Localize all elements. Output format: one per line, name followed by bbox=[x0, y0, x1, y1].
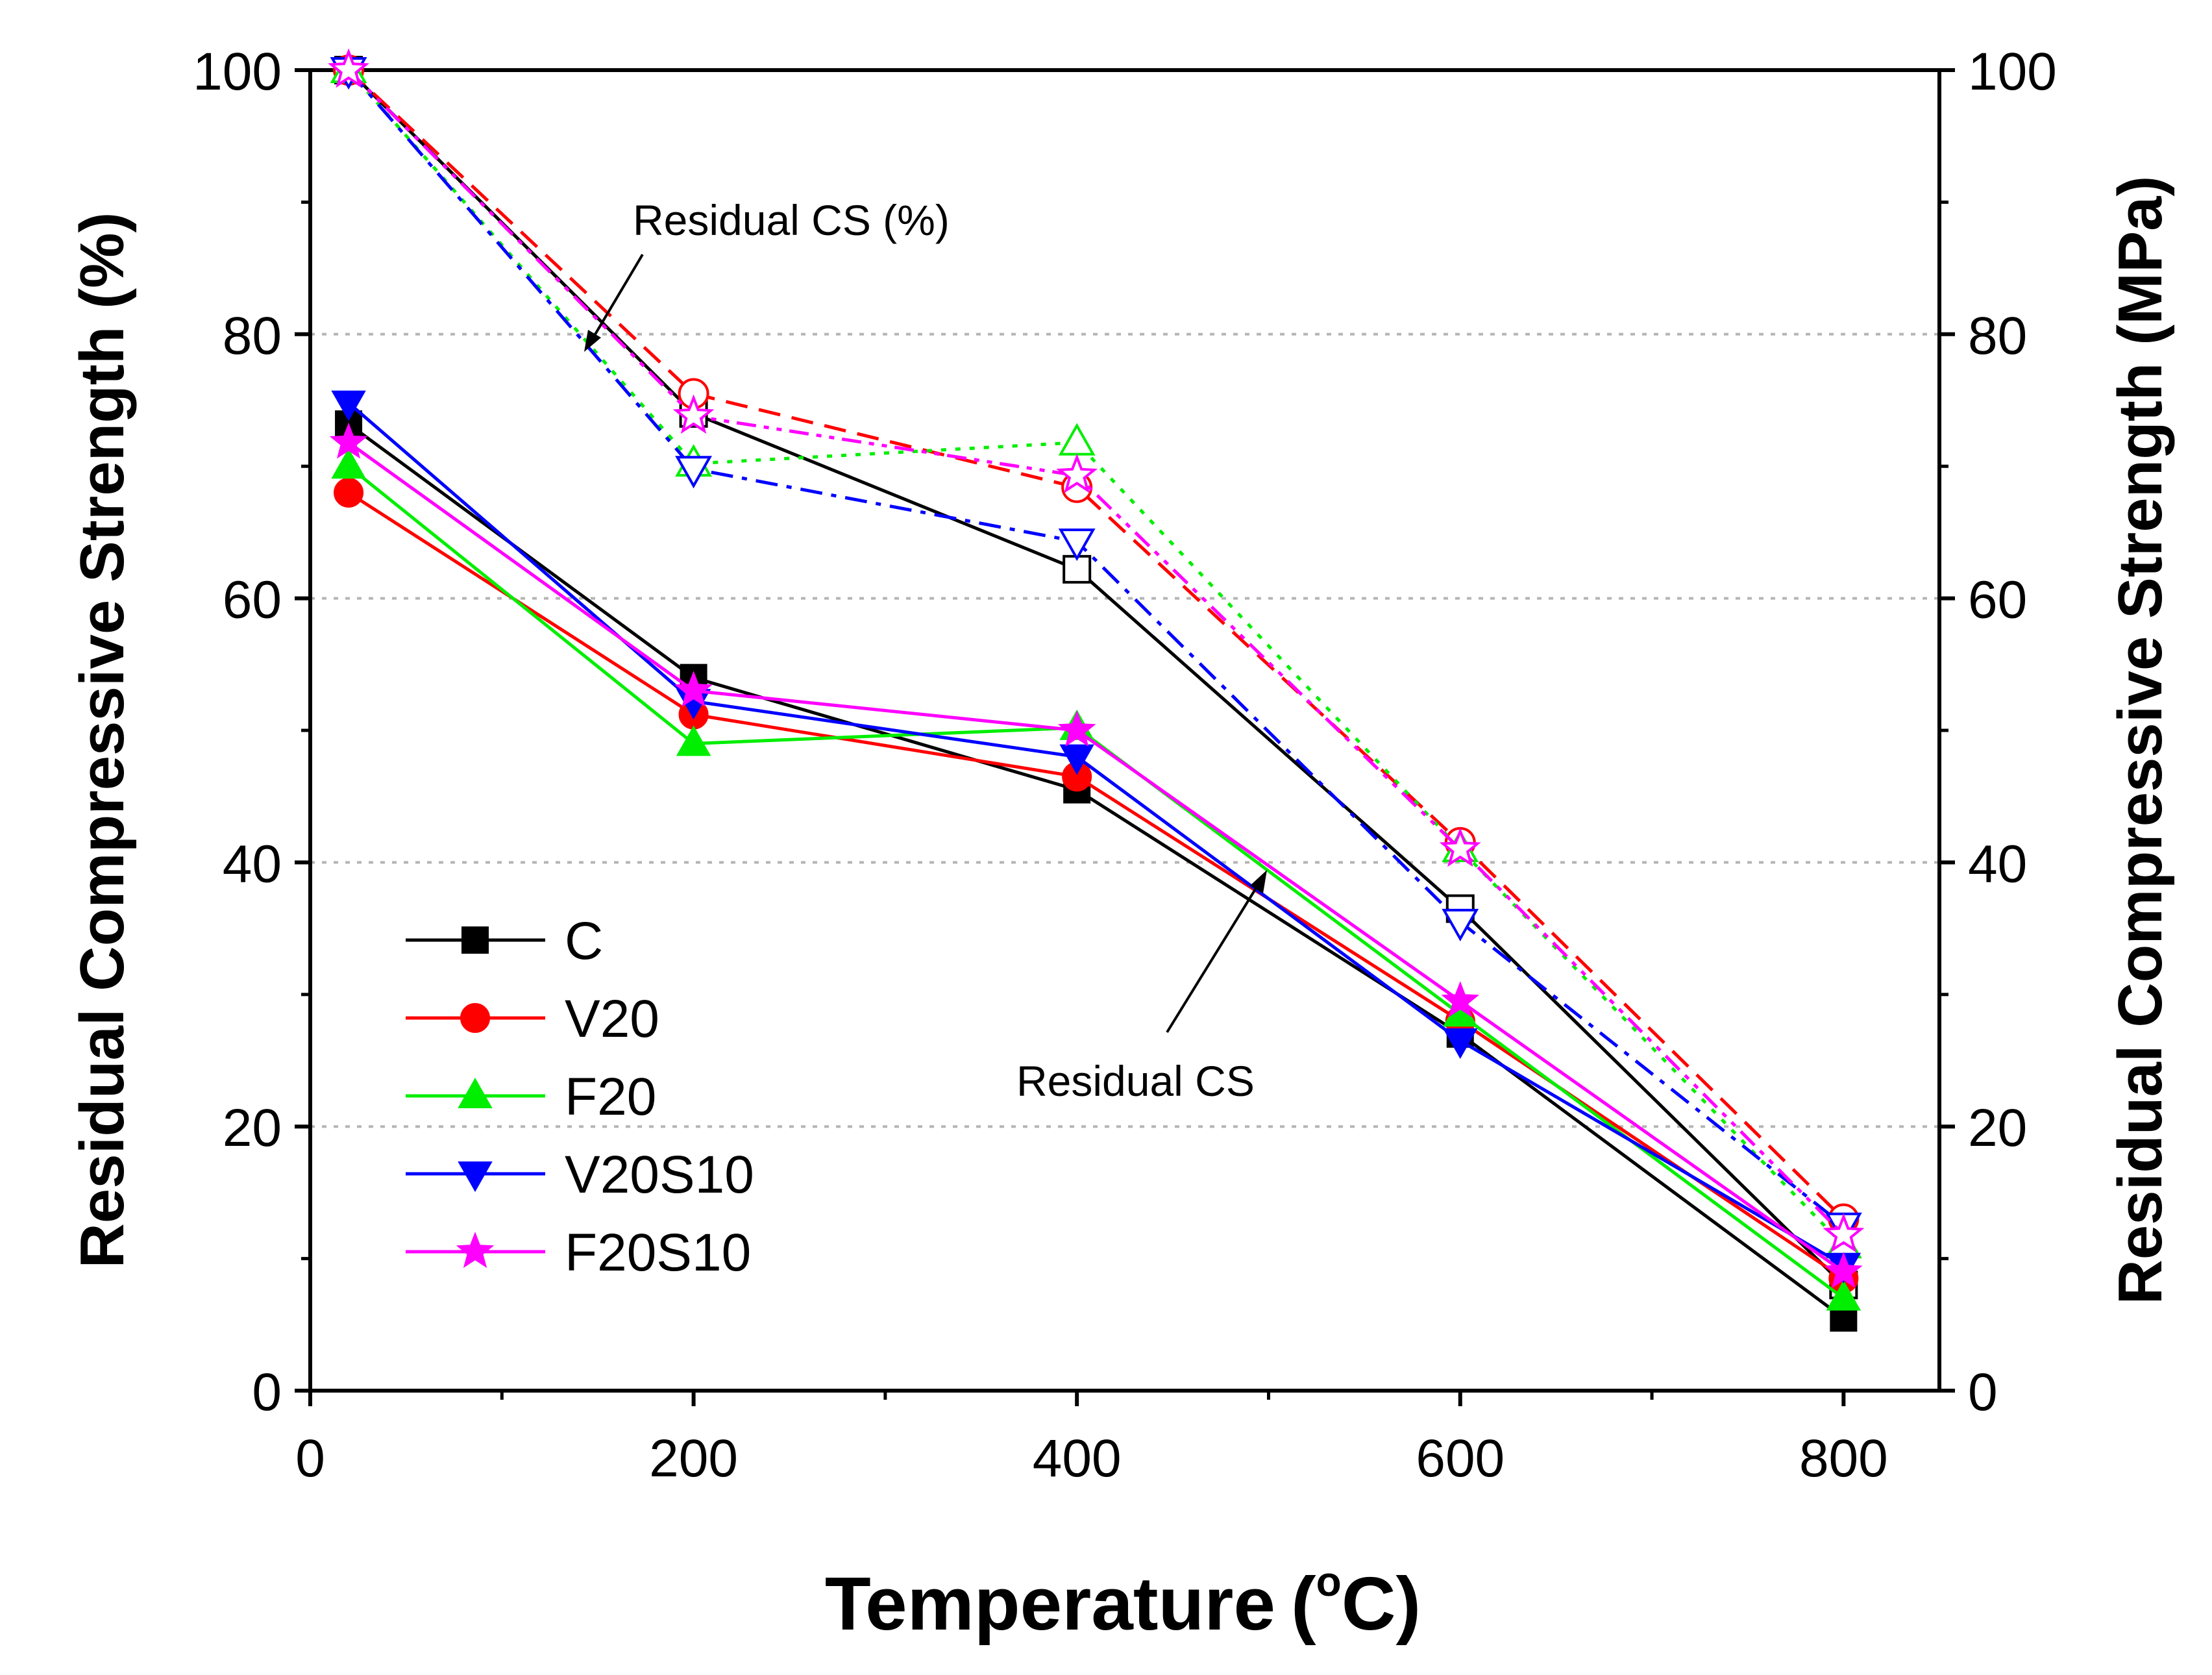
legend-item-V20: V20 bbox=[406, 989, 659, 1048]
legend-label-F20S10: F20S10 bbox=[565, 1223, 751, 1282]
legend-label-F20: F20 bbox=[565, 1067, 656, 1126]
legend-label-C: C bbox=[565, 912, 603, 971]
legend-item-C: C bbox=[406, 912, 603, 971]
point-percent-F20S10-200 bbox=[672, 394, 715, 434]
legend-marker-C bbox=[461, 926, 489, 954]
point-mpa-F20S10-20 bbox=[329, 422, 368, 459]
x-tick-label-200: 200 bbox=[649, 1429, 738, 1488]
y-right-tick-label-40: 40 bbox=[1968, 834, 2027, 893]
legend-label-V20S10: V20S10 bbox=[565, 1145, 754, 1204]
series-mpa-F20S10 bbox=[329, 422, 1863, 1288]
series-line-percent-V20 bbox=[347, 69, 1845, 1221]
y-right-tick-label-80: 80 bbox=[1968, 306, 2027, 366]
x-axis-title-name: Temperature bbox=[825, 1561, 1275, 1646]
x-axis-title-unit-open: ( bbox=[1291, 1561, 1316, 1646]
annotation-arrowhead-cs bbox=[1250, 870, 1267, 893]
point-mpa-F20S10-800 bbox=[1825, 1252, 1863, 1288]
y-axis-left-title: Residual Compressive Strength (%) bbox=[68, 212, 137, 1268]
y-left-tick-label-60: 60 bbox=[223, 571, 282, 630]
y-left-tick-label-80: 80 bbox=[223, 306, 282, 366]
legend: C V20 F20 V20S10 F20S10 bbox=[406, 912, 754, 1282]
x-tick-label-600: 600 bbox=[1416, 1429, 1505, 1488]
point-percent-V20S10-200 bbox=[675, 456, 713, 489]
legend-marker-F20 bbox=[458, 1077, 493, 1108]
point-mpa-F20-800 bbox=[1826, 1280, 1862, 1311]
point-percent-V20S10-600 bbox=[1442, 908, 1479, 941]
series-line-percent-F20S10 bbox=[347, 69, 1845, 1236]
annotation-residual-cs: Residual CS bbox=[1016, 1057, 1255, 1105]
point-percent-F20S10-20 bbox=[328, 48, 369, 88]
point-percent-F20S10-400 bbox=[1056, 453, 1098, 493]
annotation-arrowhead-percent bbox=[584, 330, 601, 352]
point-mpa-F20S10-200 bbox=[674, 671, 713, 707]
point-mpa-V20S10-600 bbox=[1443, 1028, 1478, 1060]
legend-item-V20S10: V20S10 bbox=[406, 1145, 754, 1204]
point-mpa-F20S10-400 bbox=[1057, 710, 1096, 747]
y-left-tick-label-100: 100 bbox=[193, 42, 282, 101]
x-axis-title: Temperature (oC) bbox=[825, 1558, 1421, 1646]
x-tick-label-0: 0 bbox=[295, 1429, 325, 1488]
legend-item-F20: F20 bbox=[406, 1067, 656, 1126]
y-left-tick-label-40: 40 bbox=[223, 834, 282, 893]
point-percent-F20S10-800 bbox=[1823, 1213, 1865, 1253]
point-mpa-F20-200 bbox=[676, 725, 711, 756]
x-axis-title-degree: o bbox=[1316, 1558, 1342, 1605]
annotation-arrow-percent bbox=[588, 253, 644, 345]
y-right-tick-label-20: 20 bbox=[1968, 1098, 2027, 1158]
data-series bbox=[328, 48, 1865, 1332]
point-mpa-F20S10-600 bbox=[1441, 981, 1480, 1017]
y-right-tick-label-0: 0 bbox=[1968, 1363, 1998, 1422]
annotations: Residual CS (%) Residual CS bbox=[584, 196, 1267, 1105]
y-axis-right-title: Residual Compressive Strength (MPa) bbox=[2106, 175, 2175, 1304]
point-mpa-V20S10-20 bbox=[331, 390, 366, 421]
y-left-tick-label-0: 0 bbox=[252, 1363, 282, 1422]
x-axis-title-unit-close: C) bbox=[1342, 1561, 1421, 1646]
x-tick-label-800: 800 bbox=[1799, 1429, 1888, 1488]
legend-item-F20S10: F20S10 bbox=[406, 1223, 751, 1282]
point-mpa-V20-20 bbox=[334, 477, 364, 508]
point-percent-V20S10-400 bbox=[1058, 528, 1096, 562]
series-percent-F20S10 bbox=[328, 48, 1865, 1253]
x-tick-label-400: 400 bbox=[1033, 1429, 1122, 1488]
point-percent-F20S10-600 bbox=[1439, 827, 1481, 867]
point-mpa-F20-20 bbox=[331, 448, 366, 479]
legend-marker-V20 bbox=[460, 1003, 490, 1033]
legend-marker-V20S10 bbox=[458, 1161, 493, 1193]
annotation-residual-cs-percent: Residual CS (%) bbox=[633, 196, 950, 244]
legend-marker-F20S10 bbox=[456, 1232, 495, 1268]
series-percent-V20S10 bbox=[330, 57, 1862, 1245]
legend-label-V20: V20 bbox=[565, 989, 659, 1048]
y-left-tick-label-20: 20 bbox=[223, 1098, 282, 1158]
y-right-tick-label-100: 100 bbox=[1968, 42, 2057, 101]
annotation-arrow-cs bbox=[1166, 876, 1264, 1034]
y-right-tick-label-60: 60 bbox=[1968, 571, 2027, 630]
point-mpa-V20S10-400 bbox=[1059, 744, 1094, 775]
